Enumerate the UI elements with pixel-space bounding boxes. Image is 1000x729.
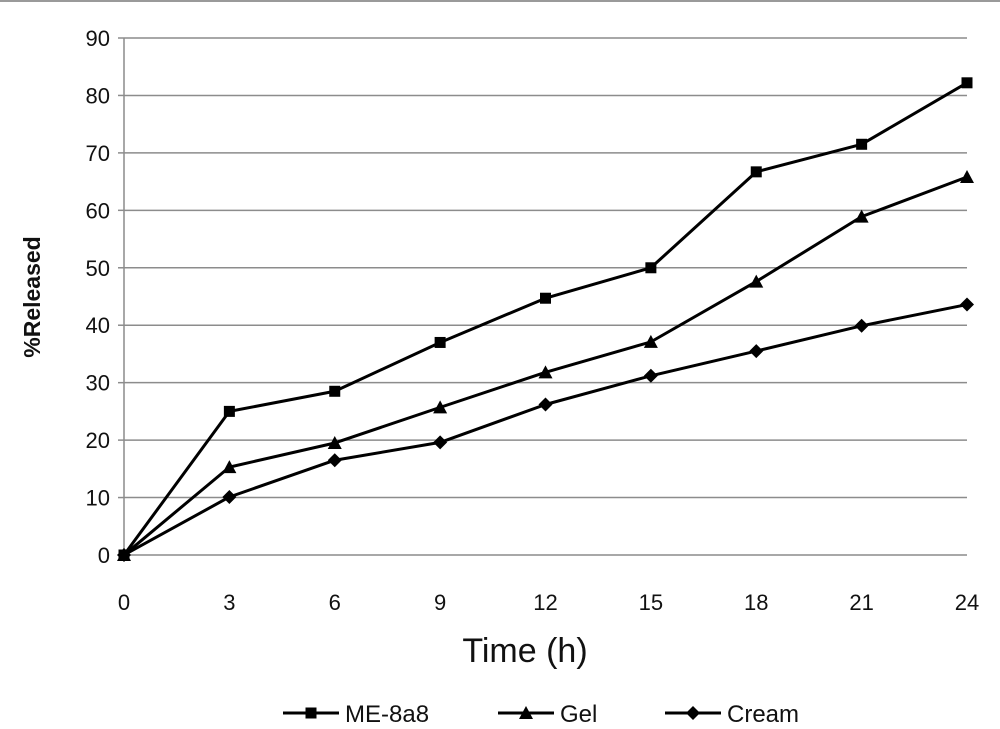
data-point-diamond xyxy=(854,318,869,333)
series-cream xyxy=(117,297,974,562)
data-point-triangle xyxy=(643,334,658,348)
x-tick-label: 3 xyxy=(223,590,235,615)
gridlines xyxy=(124,37,967,499)
data-point-diamond xyxy=(327,453,342,468)
x-tick-label: 15 xyxy=(639,590,663,615)
legend-marker-square xyxy=(305,707,317,719)
series-gel xyxy=(117,170,974,561)
data-point-diamond xyxy=(960,297,974,312)
x-tick-label: 24 xyxy=(955,590,979,615)
data-point-square xyxy=(434,336,446,348)
y-tick-label: 50 xyxy=(86,256,110,281)
x-tick-label: 9 xyxy=(434,590,446,615)
data-point-square xyxy=(645,262,657,274)
series-line xyxy=(123,303,968,557)
data-point-triangle xyxy=(854,209,869,223)
y-tick-label: 70 xyxy=(86,141,110,166)
y-tick-label: 80 xyxy=(86,83,110,108)
y-tick-label: 60 xyxy=(86,198,110,223)
data-point-triangle xyxy=(749,274,764,288)
series-me-8a8 xyxy=(118,77,973,561)
legend-label: Cream xyxy=(727,701,799,724)
data-point-square xyxy=(856,138,868,150)
y-tick-label: 0 xyxy=(98,543,110,568)
data-point-square xyxy=(750,166,762,178)
x-tick-label: 0 xyxy=(118,590,130,615)
y-axis-title: %Released xyxy=(19,236,45,357)
data-point-square xyxy=(540,292,551,304)
data-point-triangle xyxy=(960,170,974,184)
data-point-diamond xyxy=(117,548,131,562)
data-point-triangle xyxy=(433,400,448,414)
data-point-triangle xyxy=(538,365,553,379)
x-tick-label: 21 xyxy=(849,590,873,615)
x-tick-label: 12 xyxy=(533,590,557,615)
data-point-diamond xyxy=(222,489,237,504)
legend-label: Gel xyxy=(560,701,597,724)
legend-item: Cream xyxy=(665,701,799,728)
y-tick-label: 30 xyxy=(86,371,110,396)
x-tick-label: 18 xyxy=(744,590,768,615)
legend-item: ME-8a8 xyxy=(283,701,429,728)
legend-item: Gel xyxy=(498,701,597,728)
data-point-triangle xyxy=(222,460,237,474)
y-tick-label: 10 xyxy=(86,486,110,511)
data-point-diamond xyxy=(643,368,658,383)
y-tick-label: 40 xyxy=(86,313,110,338)
data-point-diamond xyxy=(433,435,448,450)
y-tick-label: 90 xyxy=(86,26,110,51)
data-point-square xyxy=(329,385,341,397)
data-point-triangle xyxy=(327,435,342,449)
y-tick-label: 20 xyxy=(86,428,110,453)
data-point-diamond xyxy=(538,397,553,412)
data-point-diamond xyxy=(749,344,764,359)
data-point-square xyxy=(223,405,235,417)
x-tick-label: 6 xyxy=(329,590,341,615)
legend-marker-triangle xyxy=(519,706,533,719)
legend: ME-8a8 Gel Cream xyxy=(283,701,799,728)
x-axis-title: Time (h) xyxy=(462,632,587,670)
axes: 0 10 20 30 40 50 60 70 80 90 0 3 6 9 12 15 18 21 24 xyxy=(86,26,980,615)
series-group xyxy=(117,77,974,562)
data-point-square xyxy=(961,77,973,89)
legend-label: ME-8a8 xyxy=(345,701,429,724)
legend-marker-diamond xyxy=(686,706,700,720)
